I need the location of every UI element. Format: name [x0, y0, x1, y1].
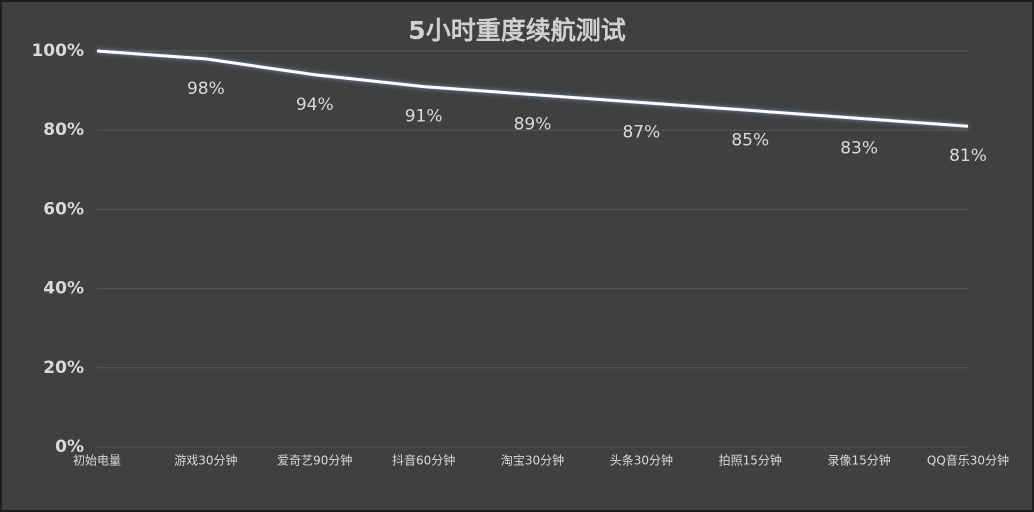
x-tick-label: 头条30分钟 — [610, 453, 673, 468]
y-tick-label: 80% — [43, 120, 84, 140]
y-tick-label: 40% — [43, 279, 84, 299]
data-label: 98% — [187, 79, 225, 99]
x-tick-label: 爱奇艺90分钟 — [277, 453, 352, 468]
data-label: 83% — [840, 138, 878, 158]
x-tick-label: 初始电量 — [73, 454, 121, 468]
x-tick-label: 录像15分钟 — [827, 453, 890, 468]
x-tick-label: 游戏30分钟 — [174, 453, 237, 468]
y-tick-label: 20% — [43, 358, 84, 378]
data-label: 89% — [514, 115, 552, 135]
x-tick-label: QQ音乐30分钟 — [927, 453, 1009, 468]
data-line — [96, 49, 969, 128]
data-label: 81% — [949, 146, 987, 166]
y-tick-label: 60% — [43, 199, 84, 219]
data-label: 91% — [405, 107, 443, 127]
data-label: 87% — [622, 122, 660, 142]
x-tick-label: 拍照15分钟 — [719, 453, 782, 468]
data-label: 85% — [731, 130, 769, 150]
x-tick-label: 抖音60分钟 — [392, 453, 455, 468]
y-tick-label: 0% — [55, 437, 84, 457]
chart-title: 5小时重度续航测试 — [408, 16, 625, 45]
data-label: 94% — [296, 95, 334, 115]
y-tick-label: 100% — [31, 41, 84, 61]
x-tick-label: 淘宝30分钟 — [501, 453, 564, 468]
